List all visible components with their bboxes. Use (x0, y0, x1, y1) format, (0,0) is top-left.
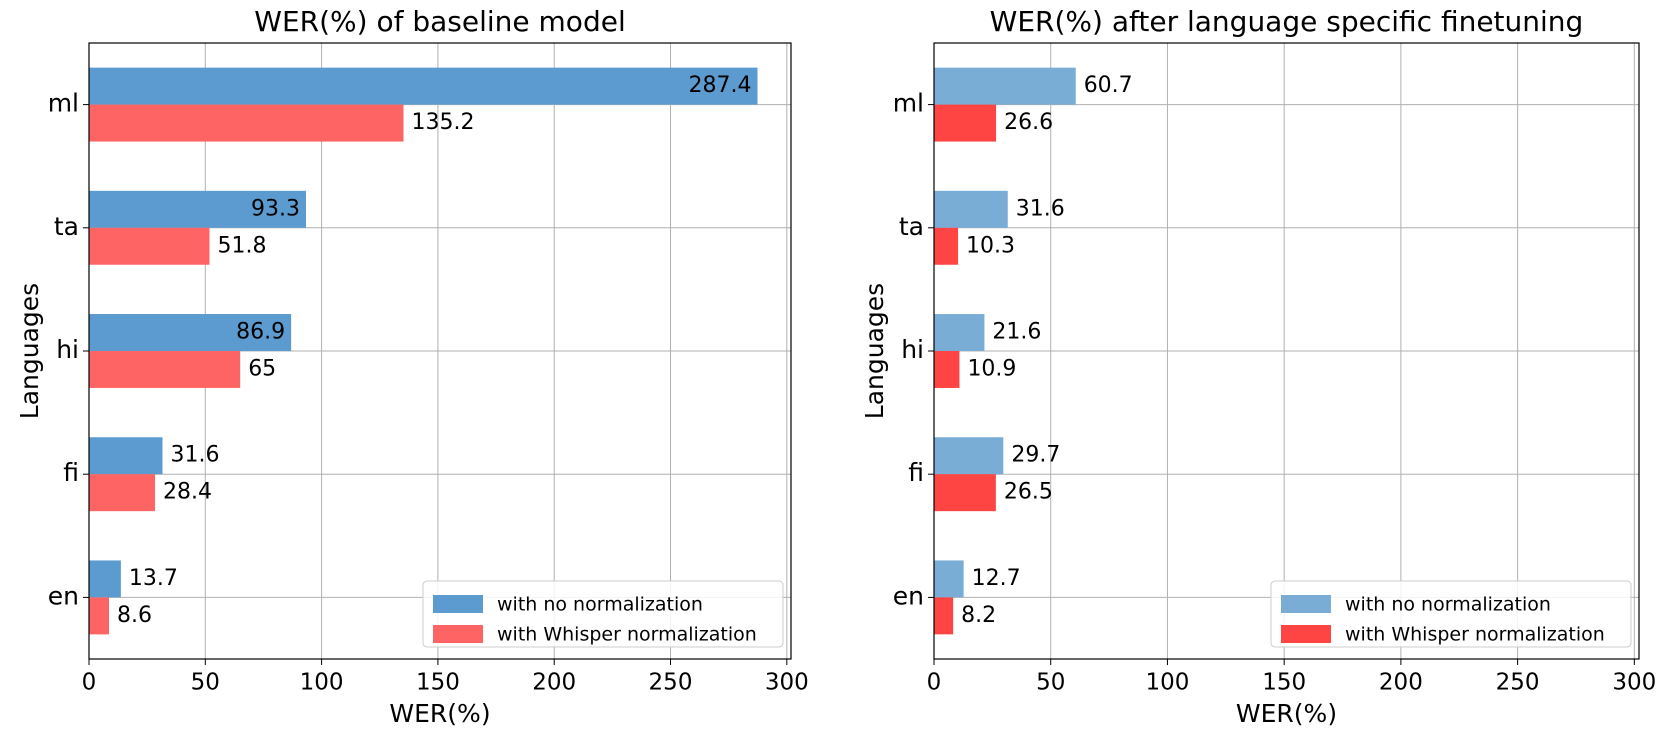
legend-box (422, 580, 784, 648)
value-label: 29.7 (1011, 443, 1060, 468)
x-tick-label: 50 (191, 670, 220, 696)
y-tick-label: ml (893, 89, 924, 118)
bar (89, 314, 292, 351)
value-label: 8.6 (117, 603, 152, 628)
bar (934, 227, 959, 265)
legend-swatch (433, 625, 483, 643)
value-label: 10.3 (966, 233, 1015, 258)
value-label: 26.6 (1004, 110, 1053, 135)
x-tick-label: 250 (649, 670, 693, 696)
value-label: 13.7 (129, 566, 178, 591)
value-label: 31.6 (1016, 196, 1065, 221)
x-tick-label: 300 (1612, 670, 1656, 696)
bar (89, 560, 121, 598)
bar (934, 67, 1076, 105)
legend-swatch (433, 595, 483, 613)
value-label: 60.7 (1084, 73, 1133, 98)
legend-label: with Whisper normalization (497, 624, 757, 646)
axes-frame (88, 42, 792, 660)
bar (934, 474, 996, 512)
axes-frame (933, 42, 1640, 660)
bar (934, 104, 997, 142)
x-tick-label: 0 (82, 670, 97, 696)
bar (89, 104, 404, 142)
x-tick-label: 150 (416, 670, 460, 696)
y-tick-label: hi (56, 335, 79, 364)
x-tick-label: 150 (1262, 670, 1306, 696)
bar (89, 474, 156, 512)
bar (934, 190, 1008, 228)
bar (89, 437, 163, 475)
x-tick-label: 100 (1145, 670, 1189, 696)
y-tick-label: en (48, 581, 79, 610)
x-tick-label: 100 (300, 670, 344, 696)
value-label: 8.2 (961, 603, 996, 628)
x-tick-label: 200 (532, 670, 576, 696)
legend-label: with no normalization (1345, 594, 1551, 616)
x-axis-label: WER(%) (1236, 699, 1337, 728)
x-tick-label: 50 (1036, 670, 1065, 696)
legend-swatch (1281, 625, 1331, 643)
value-label: 10.9 (967, 356, 1016, 381)
y-axis-label: Languages (15, 283, 44, 419)
x-tick-label: 200 (1379, 670, 1423, 696)
y-tick-label: ml (48, 89, 79, 118)
x-axis-label: WER(%) (389, 699, 490, 728)
legend-label: with no normalization (497, 594, 703, 616)
value-label: 28.4 (163, 480, 212, 505)
bar (934, 560, 964, 598)
value-label: 86.9 (236, 320, 285, 345)
chart-title: WER(%) after language specific finetunin… (990, 5, 1584, 38)
bar (934, 351, 960, 388)
x-tick-label: 0 (927, 670, 942, 696)
y-tick-label: fi (63, 458, 79, 487)
value-label: 12.7 (972, 566, 1021, 591)
value-label: 51.8 (217, 233, 266, 258)
x-tick-label: 300 (765, 670, 809, 696)
bar (89, 351, 241, 388)
bar (934, 314, 985, 351)
value-label: 26.5 (1004, 480, 1053, 505)
value-label: 31.6 (171, 443, 220, 468)
bar (89, 67, 758, 105)
value-label: 287.4 (689, 73, 752, 98)
legend-swatch (1281, 595, 1331, 613)
chart-title: WER(%) of baseline model (254, 5, 625, 38)
value-label: 135.2 (411, 110, 474, 135)
value-label: 65 (248, 356, 276, 381)
bar (934, 437, 1004, 475)
value-label: 93.3 (251, 196, 300, 221)
x-tick-label: 250 (1496, 670, 1540, 696)
y-tick-label: hi (901, 335, 924, 364)
y-tick-label: ta (899, 212, 924, 241)
y-tick-label: ta (54, 212, 79, 241)
y-tick-label: fi (908, 458, 924, 487)
y-tick-label: en (893, 581, 924, 610)
legend-box (1270, 580, 1632, 648)
legend-label: with Whisper normalization (1345, 624, 1605, 646)
bar (89, 190, 307, 228)
value-label: 21.6 (992, 320, 1041, 345)
bar (89, 597, 110, 635)
bar (89, 227, 210, 265)
bar (934, 597, 954, 635)
y-axis-label: Languages (860, 283, 889, 419)
